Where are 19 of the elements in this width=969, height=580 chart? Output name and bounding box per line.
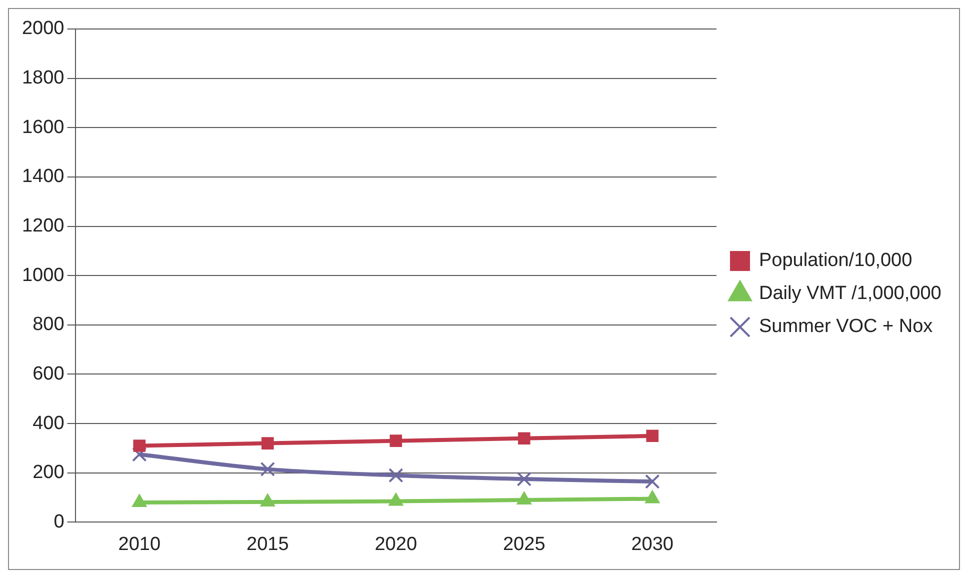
y-tick-label: 2000	[22, 18, 64, 40]
y-tick-label: 1000	[22, 264, 64, 286]
y-tick-label: 1200	[22, 216, 64, 237]
y-tick-label: 400	[32, 412, 64, 434]
y-tick-label: 1600	[22, 116, 64, 138]
x-tick-label: 2015	[246, 534, 289, 555]
y-tick-label: 0	[54, 511, 64, 532]
x-tick-label: 2020	[374, 534, 418, 555]
legend-label: Population/10,000	[759, 250, 912, 272]
y-tick-label: 200	[32, 462, 64, 484]
x-tick-label: 2025	[502, 534, 546, 555]
y-tick-label: 1400	[22, 166, 64, 188]
x-tick-label: 2010	[118, 534, 161, 555]
y-tick-label: 600	[32, 363, 64, 384]
legend-label: Daily VMT /1,000,000	[759, 283, 942, 304]
y-tick-label: 1800	[22, 68, 64, 89]
y-tick-label: 800	[32, 314, 64, 336]
legend-label: Summer VOC + Nox	[759, 316, 934, 338]
x-tick-label: 2030	[631, 534, 674, 555]
